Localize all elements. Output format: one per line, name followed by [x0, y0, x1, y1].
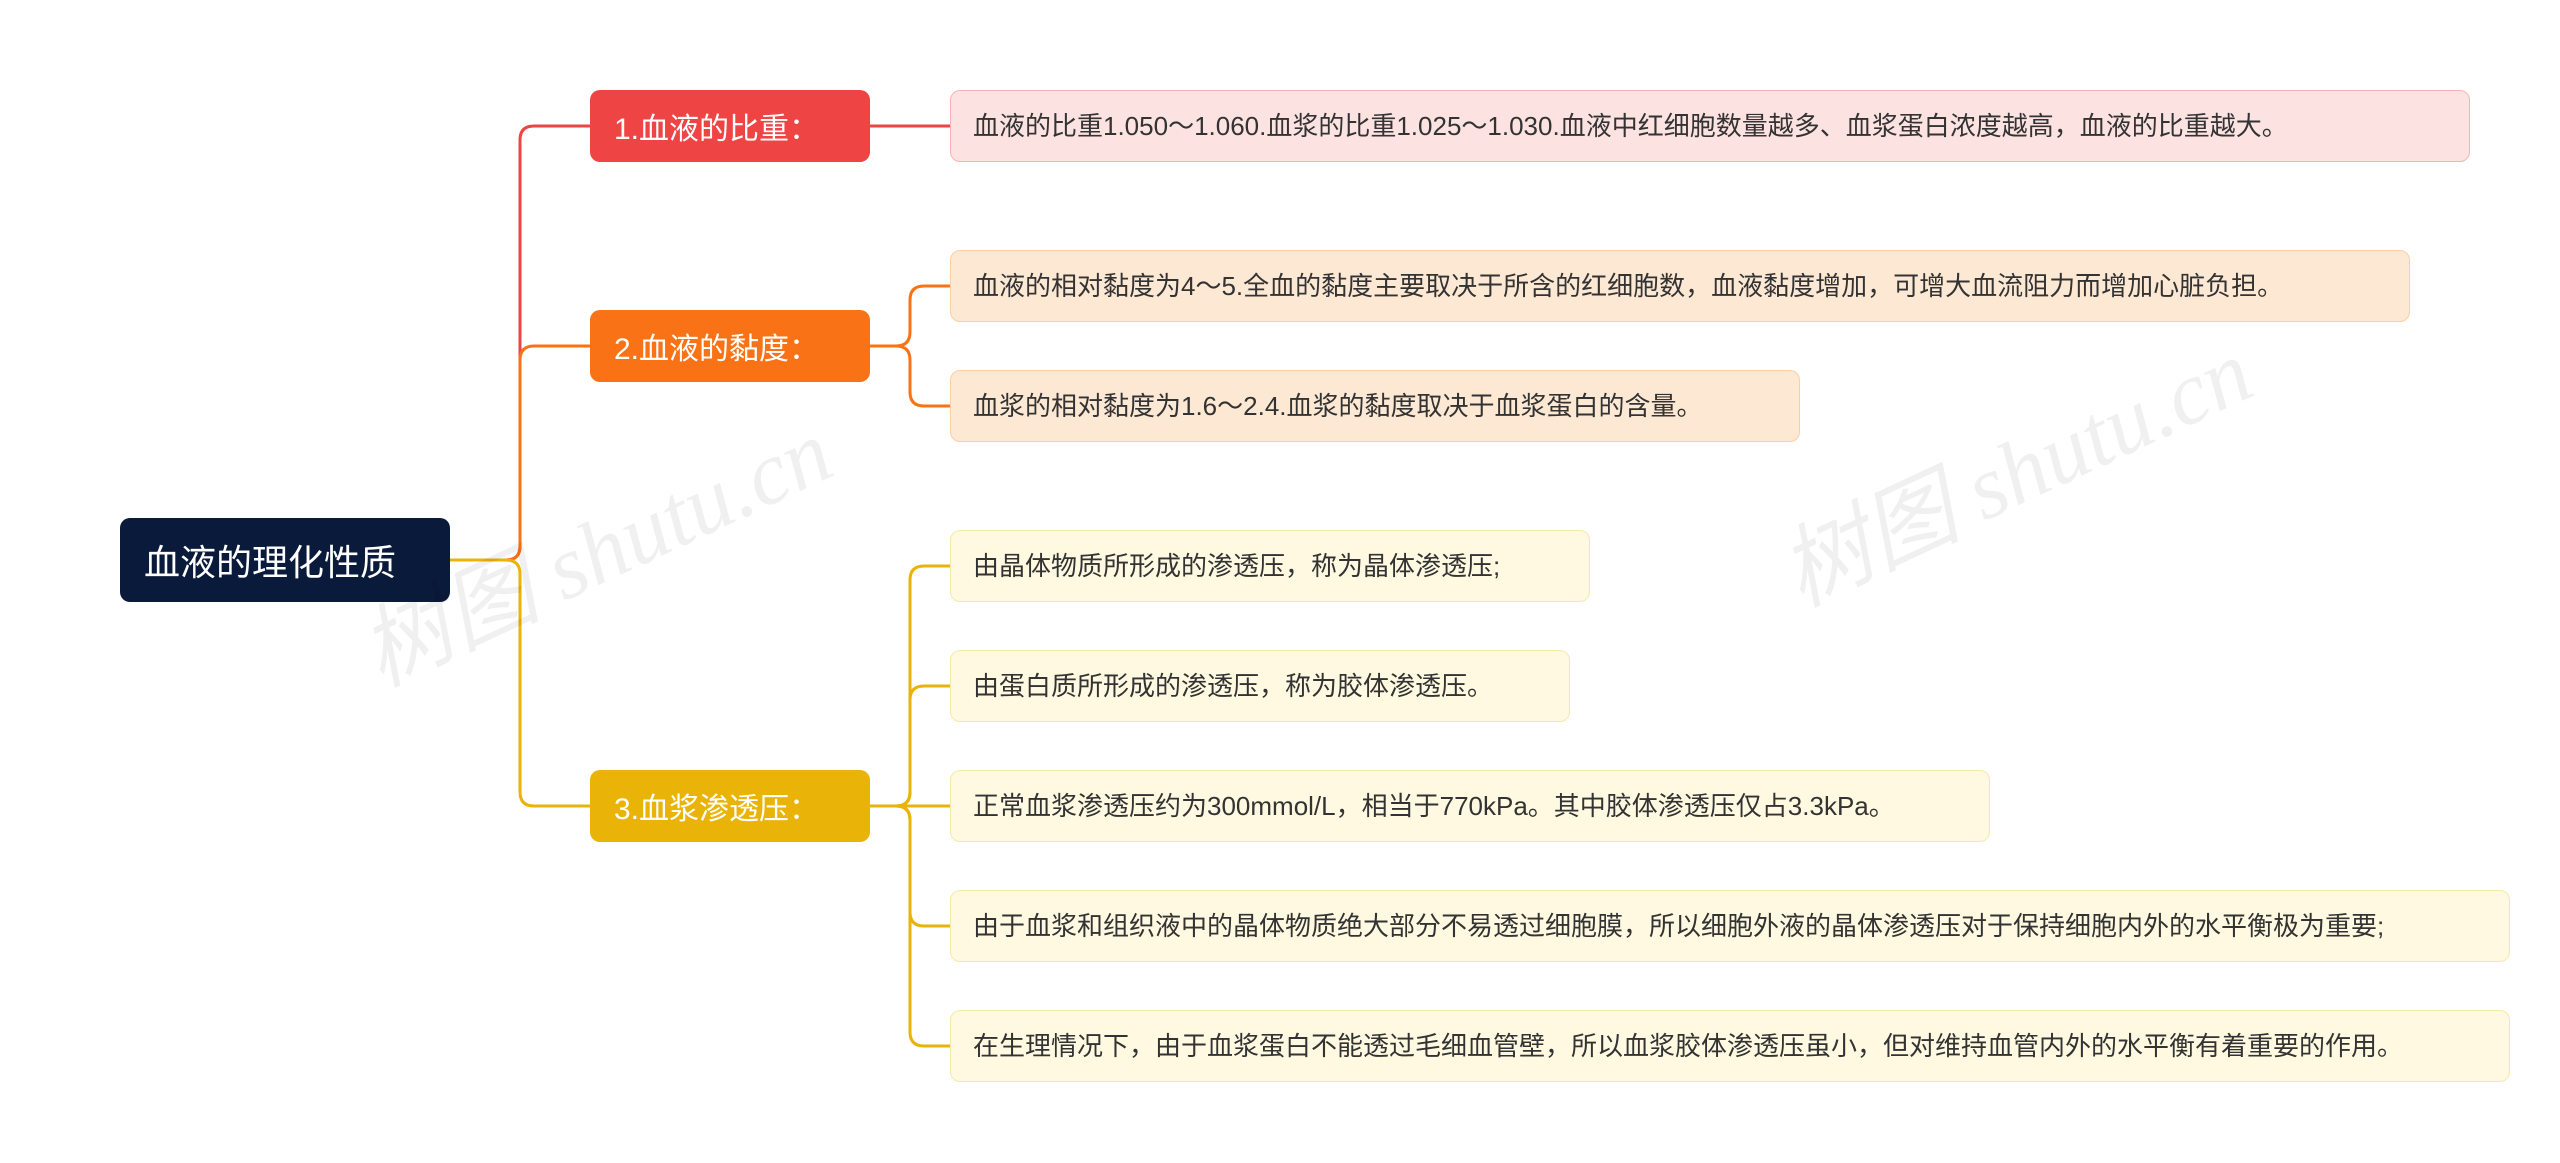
leaf-node[interactable]: 在生理情况下，由于血浆蛋白不能透过毛细血管壁，所以血浆胶体渗透压虽小，但对维持血… [950, 1010, 2510, 1082]
branch-node[interactable]: 3.血浆渗透压： [590, 770, 870, 842]
leaf-node[interactable]: 正常血浆渗透压约为300mmol/L，相当于770kPa。其中胶体渗透压仅占3.… [950, 770, 1990, 842]
watermark: 树图 shutu.cn [1756, 299, 2269, 630]
branch-label: 3.血浆渗透压： [614, 784, 819, 828]
root-node[interactable]: 血液的理化性质 [120, 518, 450, 602]
leaf-node[interactable]: 血液的相对黏度为4～5.全血的黏度主要取决于所含的红细胞数，血液黏度增加，可增大… [950, 250, 2410, 322]
leaf-label: 由晶体物质所形成的渗透压，称为晶体渗透压; [973, 547, 1500, 586]
leaf-label: 由于血浆和组织液中的晶体物质绝大部分不易透过细胞膜，所以细胞外液的晶体渗透压对于… [973, 907, 2384, 946]
branch-label: 1.血液的比重： [614, 104, 819, 148]
leaf-label: 血浆的相对黏度为1.6～2.4.血浆的黏度取决于血浆蛋白的含量。 [973, 387, 1703, 426]
leaf-node[interactable]: 由于血浆和组织液中的晶体物质绝大部分不易透过细胞膜，所以细胞外液的晶体渗透压对于… [950, 890, 2510, 962]
leaf-node[interactable]: 由蛋白质所形成的渗透压，称为胶体渗透压。 [950, 650, 1570, 722]
branch-label: 2.血液的黏度： [614, 324, 819, 368]
branch-node[interactable]: 1.血液的比重： [590, 90, 870, 162]
mindmap-canvas: 血液的理化性质 树图 shutu.cn 树图 shutu.cn 1.血液的比重：… [0, 0, 2560, 1163]
leaf-label: 由蛋白质所形成的渗透压，称为胶体渗透压。 [973, 667, 1493, 706]
leaf-label: 在生理情况下，由于血浆蛋白不能透过毛细血管壁，所以血浆胶体渗透压虽小，但对维持血… [973, 1027, 2403, 1066]
leaf-label: 正常血浆渗透压约为300mmol/L，相当于770kPa。其中胶体渗透压仅占3.… [973, 787, 1895, 826]
leaf-node[interactable]: 血液的比重1.050～1.060.血浆的比重1.025～1.030.血液中红细胞… [950, 90, 2470, 162]
leaf-node[interactable]: 血浆的相对黏度为1.6～2.4.血浆的黏度取决于血浆蛋白的含量。 [950, 370, 1800, 442]
leaf-node[interactable]: 由晶体物质所形成的渗透压，称为晶体渗透压; [950, 530, 1590, 602]
branch-node[interactable]: 2.血液的黏度： [590, 310, 870, 382]
leaf-label: 血液的比重1.050～1.060.血浆的比重1.025～1.030.血液中红细胞… [973, 107, 2288, 146]
leaf-label: 血液的相对黏度为4～5.全血的黏度主要取决于所含的红细胞数，血液黏度增加，可增大… [973, 267, 2283, 306]
